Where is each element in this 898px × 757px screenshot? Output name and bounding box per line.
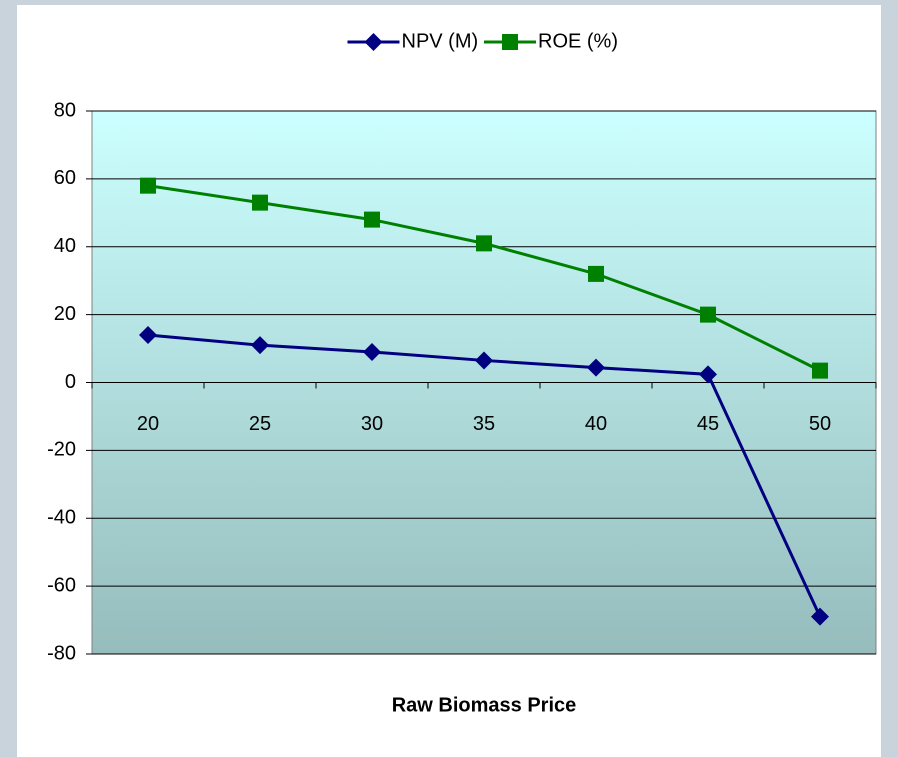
data-point: [811, 607, 829, 626]
data-point: [812, 362, 828, 379]
y-tick-label: -20: [47, 439, 76, 461]
legend-label: ROE (%): [538, 30, 618, 52]
data-point: [139, 325, 157, 344]
data-point: [476, 235, 492, 252]
data-point: [364, 211, 380, 228]
x-tick-label: 50: [809, 413, 831, 435]
data-point: [363, 342, 381, 361]
data-point: [699, 365, 717, 384]
data-point: [251, 336, 269, 355]
data-point: [700, 306, 716, 323]
legend-label: NPV (M): [402, 30, 479, 52]
y-tick-label: 40: [54, 235, 76, 257]
x-tick-label: 25: [249, 413, 271, 435]
x-axis-title: Raw Biomass Price: [392, 694, 577, 716]
data-point: [588, 265, 604, 282]
legend-marker: [502, 34, 518, 50]
y-tick-label: 60: [54, 167, 76, 189]
y-tick-label: 20: [54, 303, 76, 325]
y-tick-label: 0: [65, 371, 76, 393]
y-tick-label: -80: [47, 642, 76, 664]
y-tick-label: -40: [47, 507, 76, 529]
x-tick-label: 45: [697, 413, 719, 435]
data-point: [140, 177, 156, 194]
y-tick-label: -60: [47, 574, 76, 596]
data-point: [587, 358, 605, 377]
data-point: [475, 351, 493, 370]
x-tick-label: 30: [361, 413, 383, 435]
x-tick-label: 20: [137, 413, 159, 435]
x-tick-label: 40: [585, 413, 607, 435]
y-tick-label: 80: [54, 99, 76, 121]
legend-marker: [364, 33, 383, 51]
data-point: [252, 194, 268, 211]
x-tick-label: 35: [473, 413, 495, 435]
